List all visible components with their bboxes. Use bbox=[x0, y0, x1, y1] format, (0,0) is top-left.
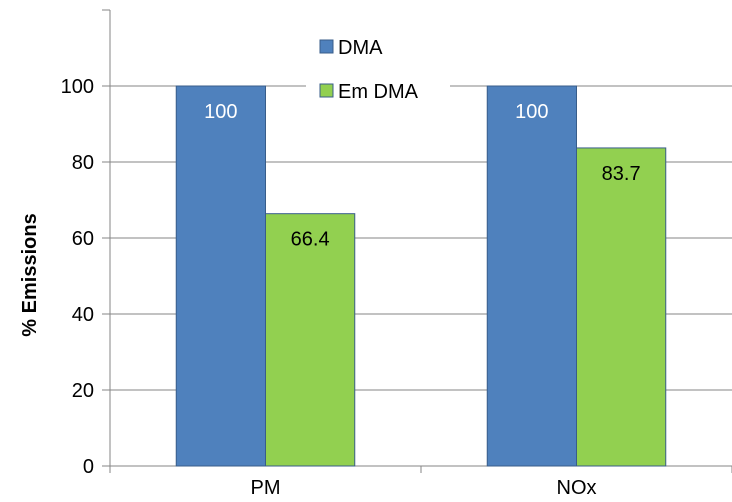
legend-label: DMA bbox=[338, 37, 383, 59]
y-tick-label: 40 bbox=[72, 304, 94, 326]
data-label: 100 bbox=[515, 101, 548, 123]
data-label: 83.7 bbox=[602, 163, 641, 185]
tick-labels: 0 20 40 60 80 100 PM NOx bbox=[61, 76, 597, 499]
bar bbox=[175, 85, 266, 467]
y-tick-label: 20 bbox=[72, 380, 94, 402]
data-label: 66.4 bbox=[291, 229, 330, 251]
legend-label: Em DMA bbox=[338, 81, 419, 103]
y-tick-label: 80 bbox=[72, 152, 94, 174]
legend-swatch bbox=[319, 39, 334, 54]
legend: DMA Em DMA bbox=[306, 26, 450, 116]
y-tick-label: 60 bbox=[72, 228, 94, 250]
data-label: 100 bbox=[204, 101, 237, 123]
y-tick-label: 100 bbox=[61, 76, 94, 98]
y-tick-label: 0 bbox=[83, 456, 94, 478]
y-axis-label: % Emissions bbox=[19, 213, 41, 336]
legend-swatch bbox=[319, 83, 334, 98]
bar bbox=[265, 213, 356, 467]
bar bbox=[576, 147, 667, 467]
bars: 100 66.4 100 83.7 bbox=[175, 85, 667, 467]
x-tick-label: NOx bbox=[557, 477, 597, 499]
x-tick-label: PM bbox=[251, 477, 281, 499]
bar bbox=[486, 85, 578, 467]
